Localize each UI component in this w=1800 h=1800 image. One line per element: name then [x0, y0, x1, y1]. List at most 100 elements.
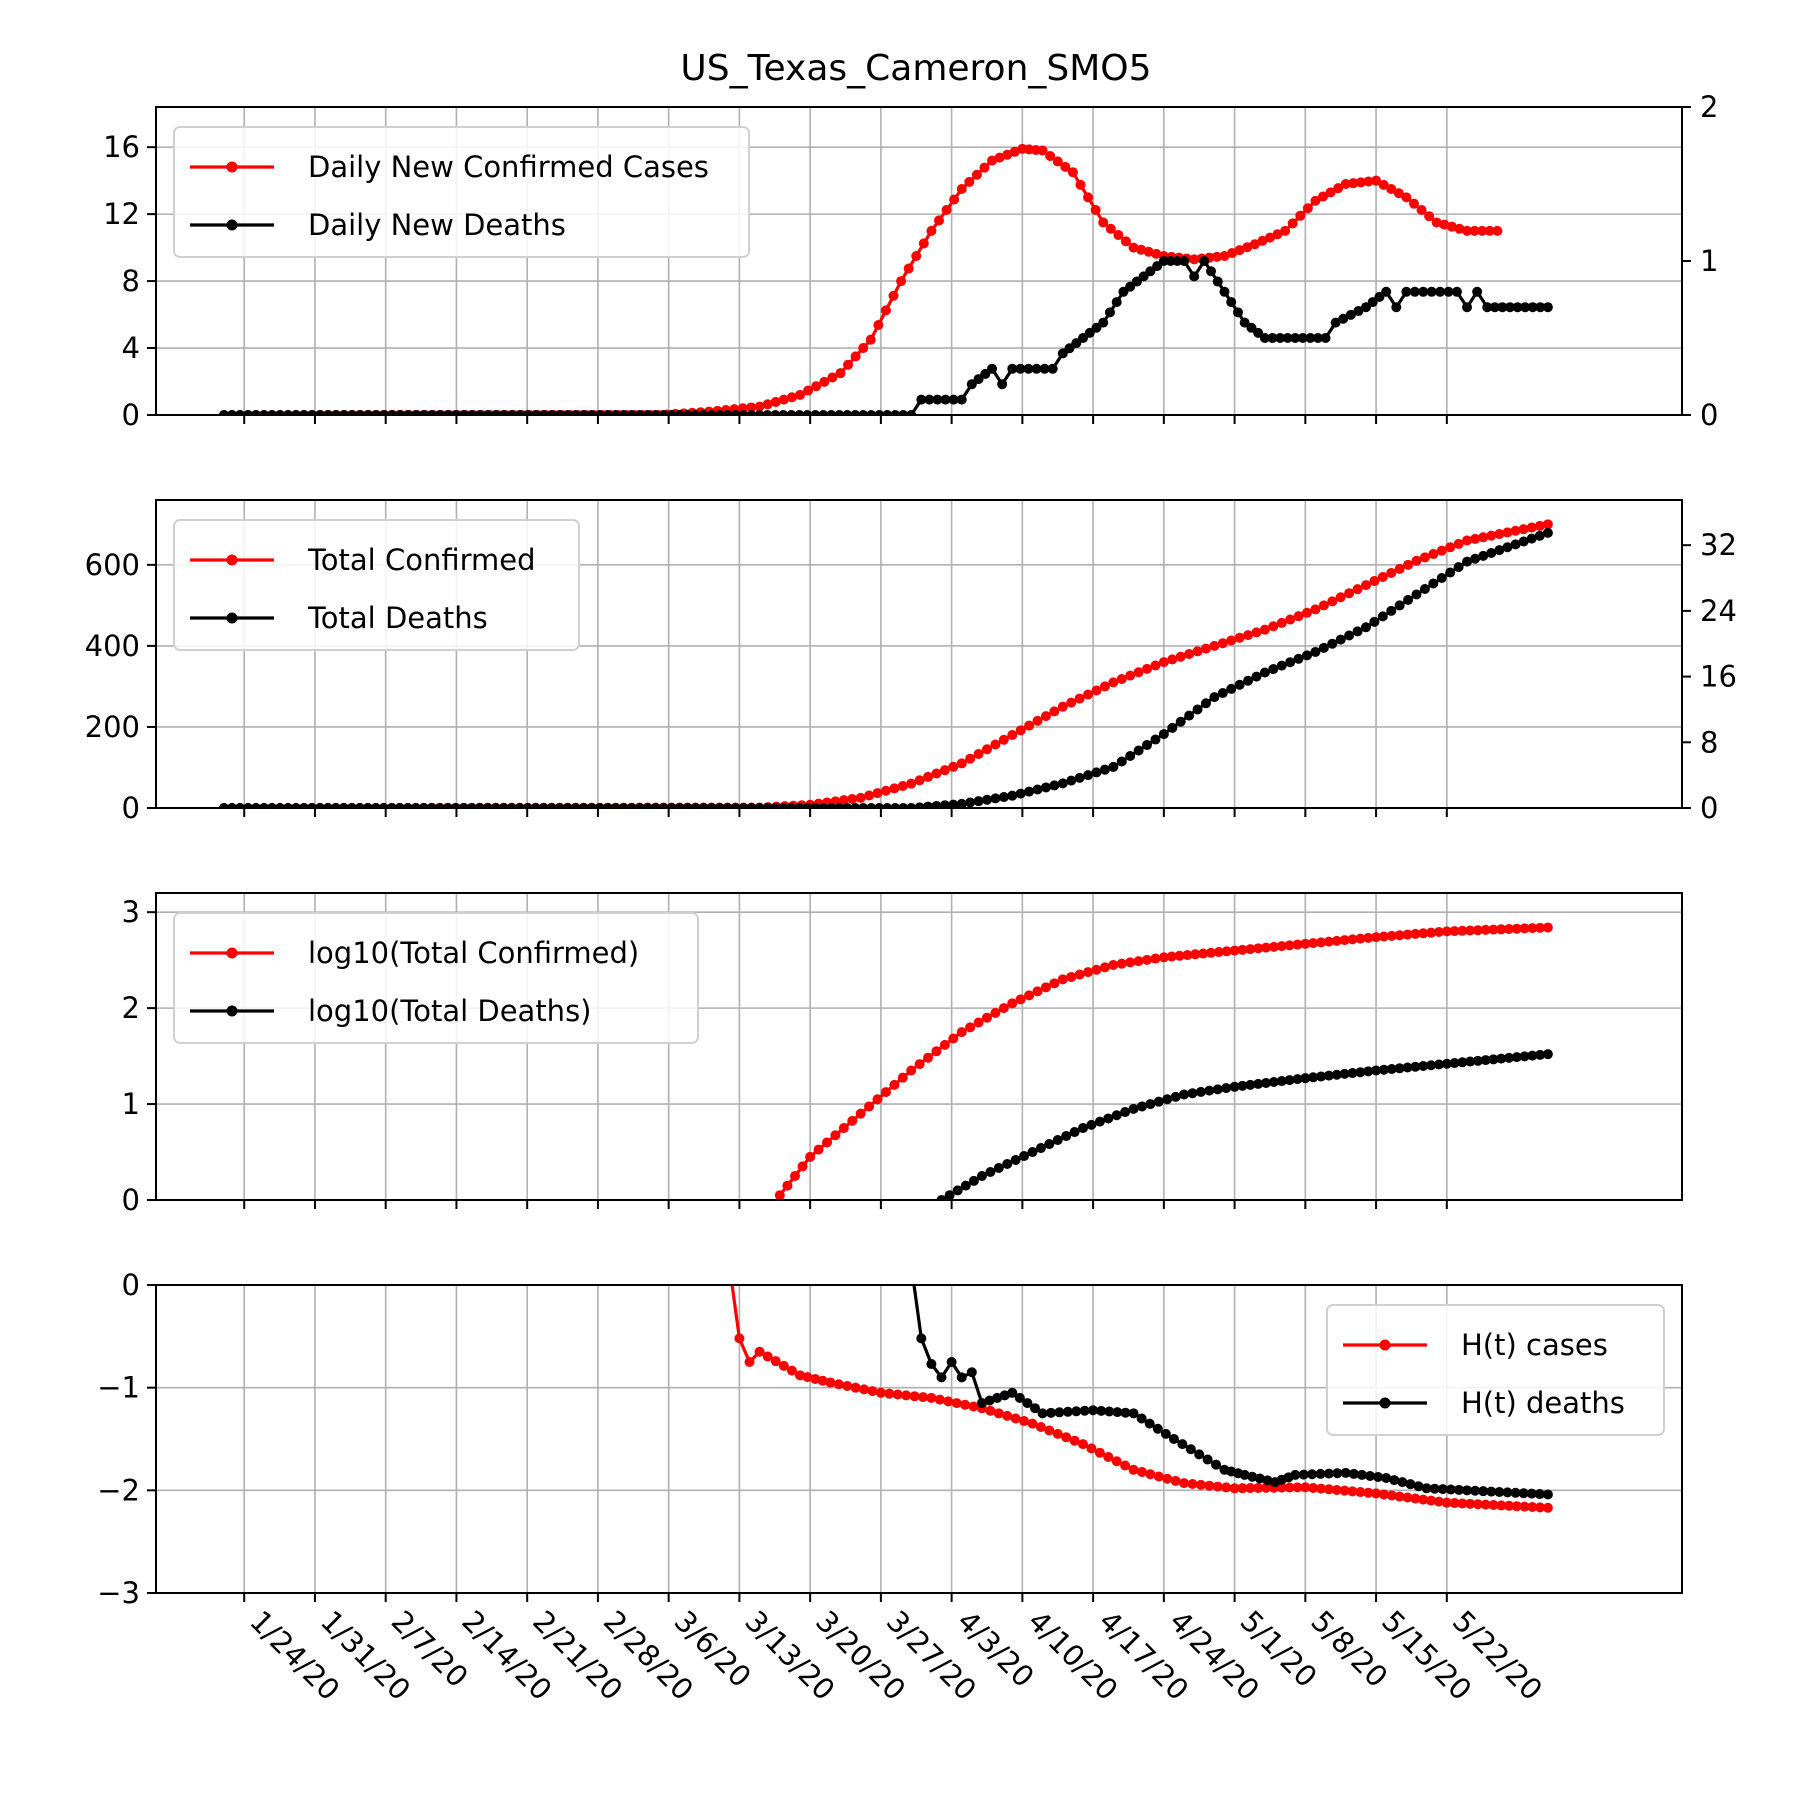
data-point — [522, 803, 533, 808]
data-point — [1052, 1428, 1063, 1439]
data-point — [1136, 1101, 1147, 1112]
data-point — [1295, 210, 1306, 221]
data-point — [554, 410, 565, 415]
y-tick-label-right: 0 — [1700, 791, 1718, 825]
series-line — [940, 1052, 1549, 1200]
data-point — [897, 1072, 908, 1083]
data-point — [522, 410, 533, 415]
data-point — [906, 803, 917, 808]
data-point — [1010, 1155, 1021, 1166]
plot-frame — [155, 1284, 1683, 1594]
data-point — [674, 803, 685, 808]
data-point — [1108, 677, 1119, 688]
data-point — [1333, 183, 1344, 194]
data-point — [1371, 932, 1382, 943]
data-point — [939, 800, 950, 808]
data-point — [1480, 1055, 1491, 1066]
legend-box — [173, 126, 750, 258]
data-point — [386, 410, 397, 415]
data-point — [1462, 302, 1473, 313]
data-point — [1355, 177, 1366, 188]
data-point — [306, 803, 317, 808]
data-point — [850, 1382, 861, 1393]
data-point — [984, 1395, 995, 1406]
series-line — [224, 258, 1548, 415]
data-point — [1365, 1470, 1376, 1481]
data-point — [874, 410, 885, 415]
data-point — [872, 788, 883, 799]
data-point — [1158, 657, 1169, 668]
data-point — [1308, 1072, 1319, 1083]
data-point — [973, 796, 984, 807]
data-point — [242, 803, 253, 808]
data-point — [914, 802, 925, 808]
data-point — [1339, 935, 1350, 946]
data-point — [1276, 1076, 1287, 1087]
data-point — [410, 803, 421, 808]
series-totals-1 — [219, 527, 1553, 808]
data-point — [834, 410, 845, 415]
data-point — [1477, 225, 1488, 236]
data-point — [1099, 962, 1110, 973]
data-point — [802, 1372, 813, 1383]
data-point — [1389, 1475, 1400, 1486]
data-point — [1542, 519, 1553, 530]
data-point — [602, 410, 613, 415]
data-point — [219, 410, 229, 415]
data-point — [1158, 729, 1169, 740]
data-point — [1189, 254, 1200, 265]
data-point — [825, 1377, 836, 1388]
data-point — [1327, 638, 1338, 649]
data-point — [1015, 994, 1026, 1005]
data-point — [778, 803, 789, 808]
data-point — [898, 410, 909, 415]
data-point — [1112, 1407, 1123, 1418]
data-point — [1381, 286, 1392, 297]
data-point — [818, 803, 829, 808]
data-point — [994, 152, 1005, 163]
data-point — [1217, 638, 1228, 649]
data-point — [960, 1180, 971, 1191]
data-point — [906, 1065, 917, 1076]
data-point — [1519, 1501, 1530, 1512]
data-point — [1496, 1500, 1507, 1511]
data-point — [1184, 649, 1195, 659]
data-point — [722, 410, 733, 415]
data-point — [1494, 1486, 1505, 1497]
data-point — [966, 1367, 977, 1378]
data-point — [889, 1079, 900, 1090]
data-point — [1470, 1485, 1481, 1496]
data-point — [1032, 986, 1043, 997]
data-point — [1179, 256, 1190, 266]
data-point — [1449, 1058, 1460, 1069]
data-point — [1347, 1486, 1358, 1497]
data-point — [1128, 1464, 1139, 1475]
data-point — [1436, 545, 1447, 556]
data-point — [992, 1392, 1003, 1403]
data-point — [1128, 1408, 1139, 1419]
data-point — [458, 410, 469, 415]
data-point — [976, 1171, 987, 1182]
x-axis-ticks: 1/24/201/31/202/7/202/14/202/21/202/28/2… — [243, 1604, 1549, 1707]
data-point — [1229, 1483, 1240, 1494]
data-point — [973, 748, 984, 759]
data-point — [1335, 592, 1346, 603]
data-point — [1047, 363, 1058, 374]
data-point — [698, 410, 709, 415]
data-point — [1462, 535, 1473, 546]
data-point — [226, 410, 237, 415]
data-point — [634, 410, 645, 415]
data-point — [1227, 248, 1238, 259]
data-point — [976, 1398, 987, 1409]
data-point — [1402, 929, 1413, 940]
data-point — [490, 803, 501, 808]
series-ht-1 — [912, 1285, 1553, 1500]
data-point — [1441, 1497, 1452, 1508]
data-point — [1275, 333, 1286, 343]
data-point — [1386, 567, 1397, 578]
data-point — [650, 803, 661, 808]
data-point — [1535, 922, 1546, 933]
data-point — [880, 1087, 891, 1098]
data-point — [1494, 529, 1505, 540]
data-point — [1369, 616, 1380, 627]
